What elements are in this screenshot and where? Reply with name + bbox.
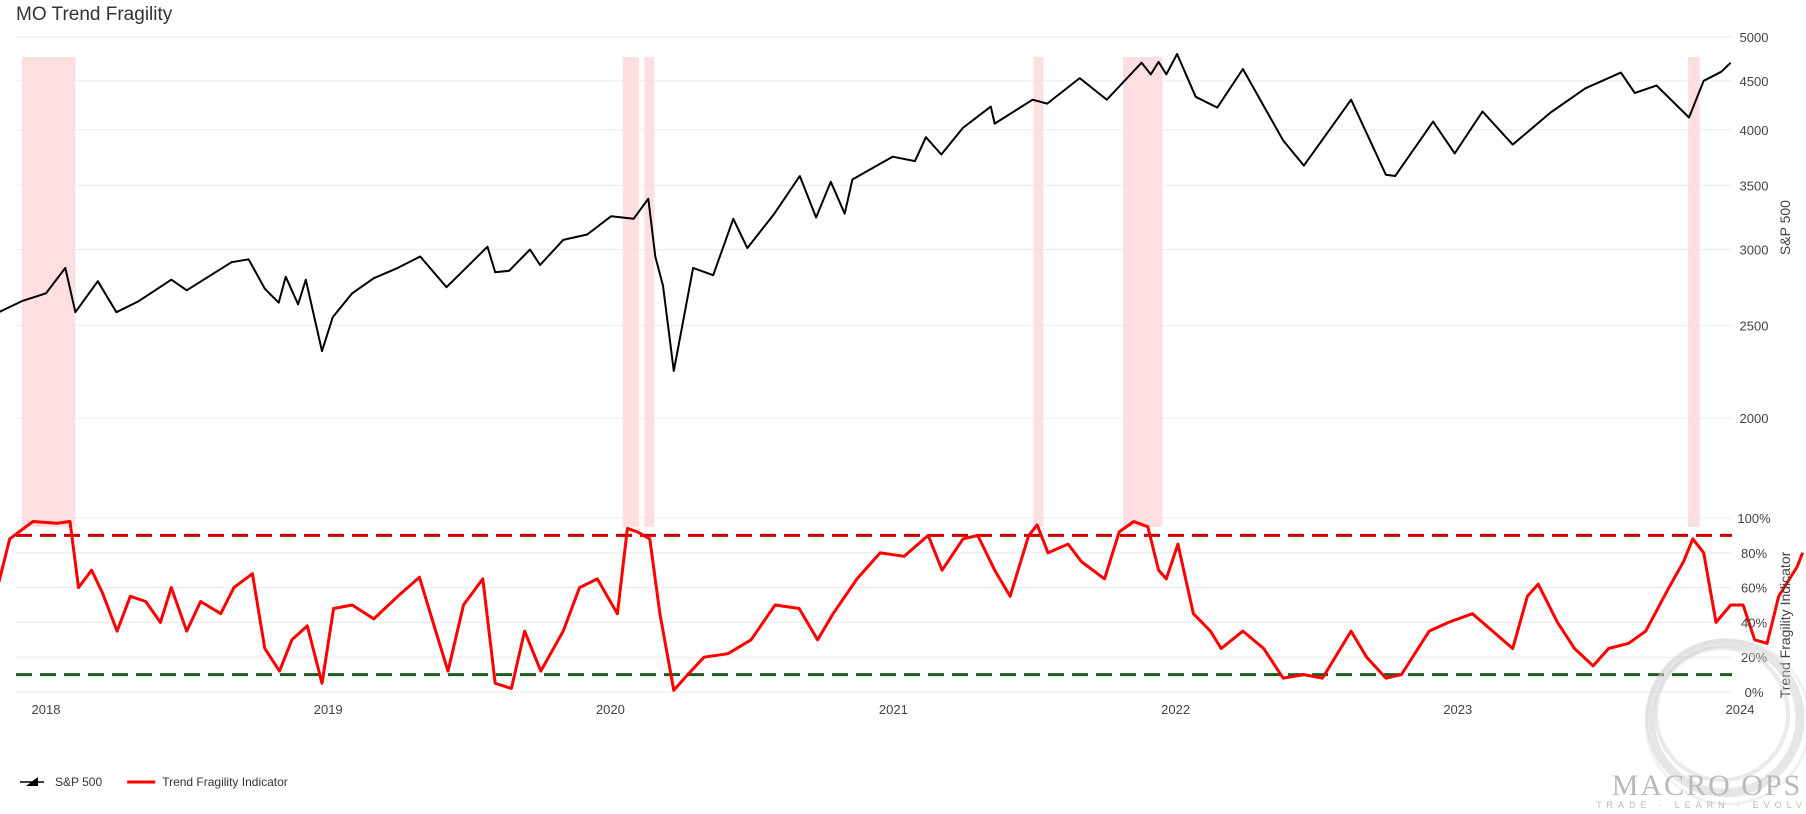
upper-y-tick-label: 3500 — [1740, 178, 1769, 193]
threshold-lines — [16, 533, 1732, 677]
upper-y-tick-label: 3000 — [1740, 243, 1769, 258]
lower-axis-title: Trend Fragility Indicator — [1777, 551, 1793, 698]
upper-y-tick-label: 4500 — [1740, 74, 1769, 89]
lower-y-tick-label: 20% — [1741, 650, 1767, 665]
logo-tagline: TRADE · LEARN · EVOLVE — [1596, 800, 1806, 810]
x-tick-label: 2021 — [879, 702, 908, 717]
logo-name: MACRO OPS — [1612, 769, 1803, 802]
x-tick-label: 2024 — [1726, 702, 1755, 717]
legend[interactable]: S&P 500 Trend Fragility Indicator — [20, 775, 288, 789]
x-tick-label: 2020 — [596, 702, 625, 717]
highlight-region — [622, 57, 640, 527]
highlight-region — [1123, 57, 1163, 527]
legend-ohlc-icon — [26, 777, 38, 786]
x-tick-label: 2022 — [1161, 702, 1190, 717]
highlight-region — [1033, 57, 1044, 527]
chart-title: MO Trend Fragility — [16, 4, 173, 25]
highlight-region — [644, 57, 655, 527]
lower-y-tick-label: 0% — [1745, 685, 1764, 700]
lower-y-tick-label: 100% — [1737, 511, 1771, 526]
axes: 2000 2500 3000 3500 4000 4500 5000 0% 20% 40% 60% 8… — [32, 30, 1793, 717]
highlight-regions — [22, 57, 1700, 527]
lower-y-tick-label: 80% — [1741, 546, 1767, 561]
legend-label: Trend Fragility Indicator — [162, 775, 288, 789]
macro-ops-logo: MACRO OPS TRADE · LEARN · EVOLVE — [1596, 638, 1806, 810]
x-tick-label: 2018 — [32, 702, 61, 717]
sp500-series-line — [0, 53, 1732, 372]
upper-y-tick-label: 4000 — [1740, 123, 1769, 138]
x-tick-label: 2019 — [314, 702, 343, 717]
lower-y-tick-label: 40% — [1741, 615, 1767, 630]
legend-item[interactable]: S&P 500 — [20, 775, 102, 789]
x-tick-label: 2023 — [1443, 702, 1472, 717]
highlight-region — [1688, 57, 1700, 527]
upper-axis-title: S&P 500 — [1777, 200, 1793, 255]
grid-lines — [16, 36, 1732, 693]
upper-y-tick-label: 5000 — [1740, 30, 1769, 45]
logo-ring-icon — [1644, 638, 1806, 806]
series-lines — [0, 53, 1804, 692]
trend-fragility-series-line — [0, 520, 1804, 692]
highlight-region — [22, 57, 76, 527]
legend-item[interactable]: Trend Fragility Indicator — [127, 775, 288, 789]
lower-y-tick-label: 60% — [1741, 581, 1767, 596]
upper-y-tick-label: 2000 — [1740, 411, 1769, 426]
legend-label: S&P 500 — [55, 775, 102, 789]
upper-y-tick-label: 2500 — [1740, 318, 1769, 333]
